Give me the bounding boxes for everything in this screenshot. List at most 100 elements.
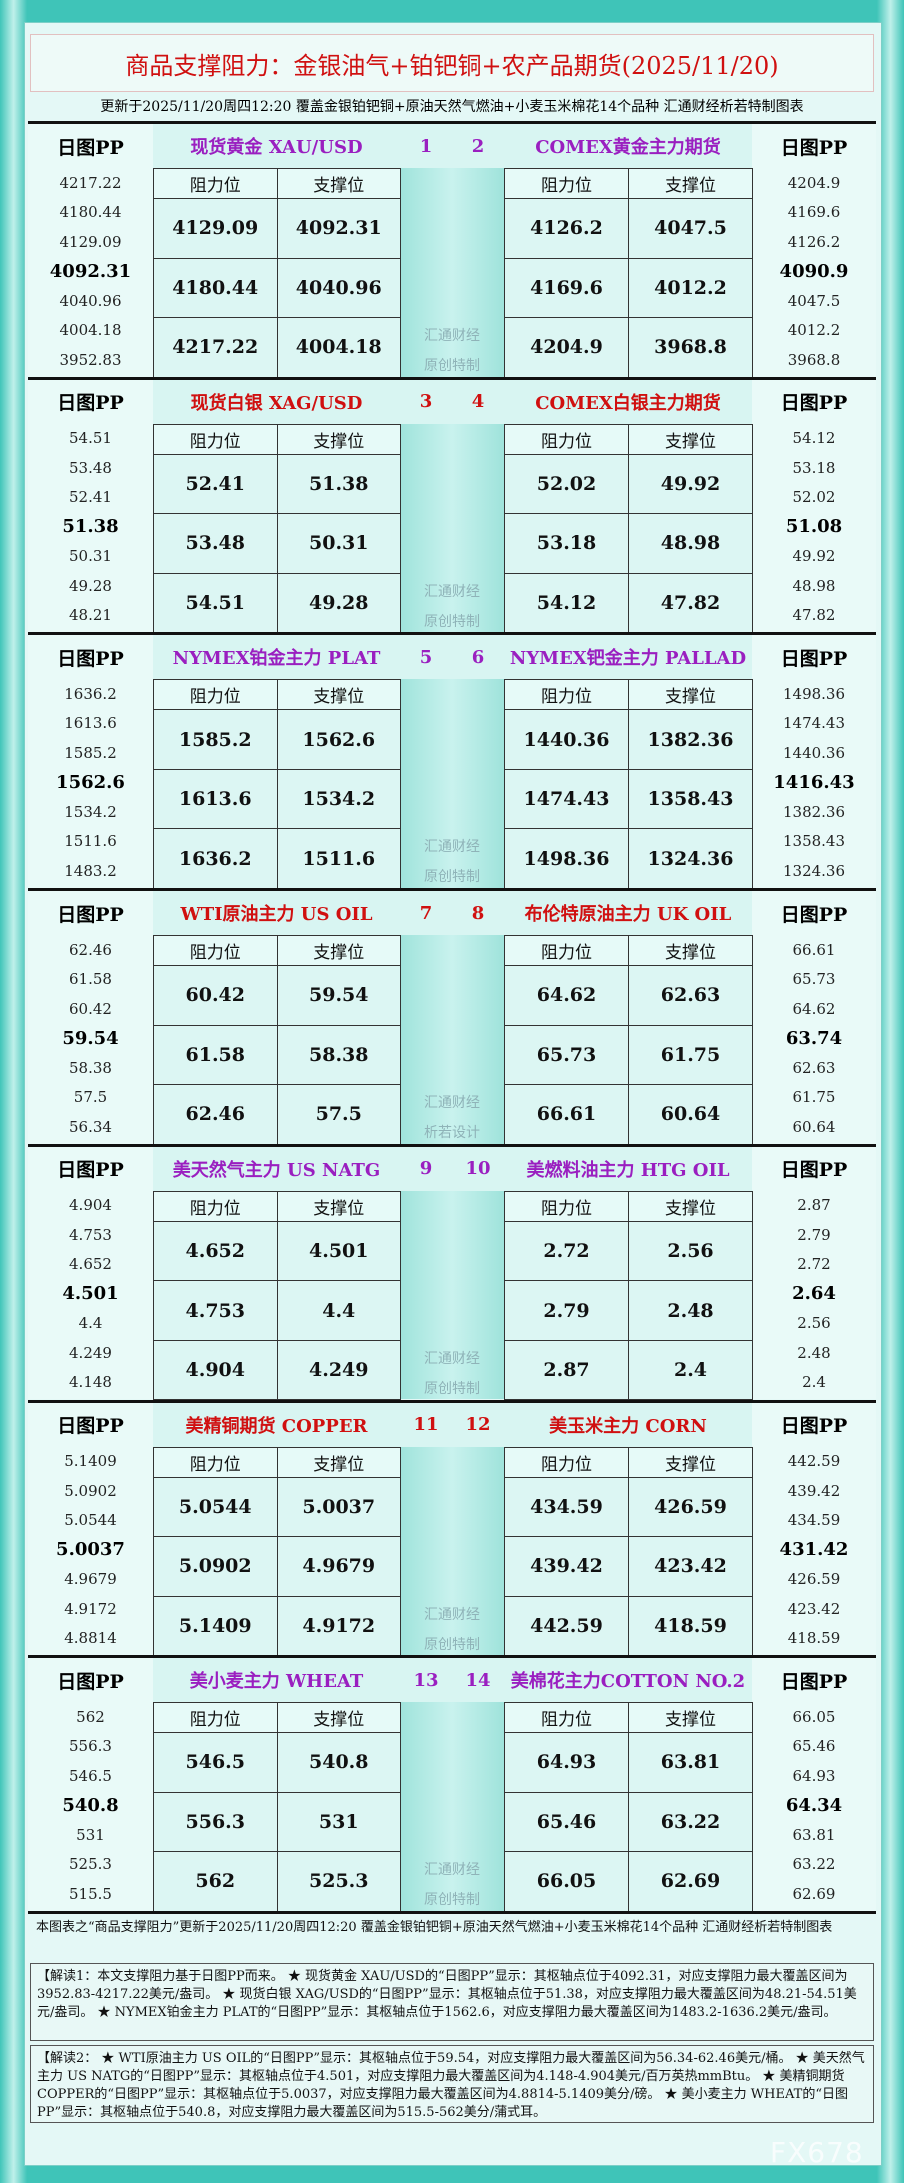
panel-number: 10 (465, 1158, 491, 1180)
panel: 1 2 汇通财经 原创特制 日图PP 4217.22 4180.44 4129.09 4092.… (28, 121, 876, 378)
pp-level: 4012.2 (787, 321, 841, 339)
table-cell: 4.753 (153, 1280, 278, 1341)
table-cell: 2.4 (628, 1339, 753, 1401)
pp-level: 1474.43 (782, 714, 846, 733)
table-cell: 49.92 (628, 453, 753, 515)
pp-level: 62.69 (792, 1884, 836, 1903)
table-header: 阻力位 (504, 1190, 629, 1222)
panel-number: 11 (413, 1414, 439, 1435)
pp-level: 4.501 (62, 1283, 119, 1305)
pp-column (28, 1402, 153, 1656)
pp-level: 1534.2 (64, 802, 117, 821)
pp-label: 日图PP (57, 1159, 124, 1182)
pp-level: 5.0902 (64, 1481, 117, 1500)
panel-number: 4 (471, 391, 485, 413)
pp-column (28, 1658, 153, 1911)
pp-level: 2.48 (797, 1343, 831, 1362)
pp-level: 1382.36 (782, 802, 846, 821)
pp-level: 2.56 (797, 1314, 831, 1333)
pp-level: 63.22 (792, 1855, 836, 1874)
table-header: 支撑位 (628, 1446, 753, 1478)
table-cell: 52.41 (153, 453, 278, 515)
table-cell: 54.12 (504, 572, 629, 634)
footer-note: 本图表之“商品支撑阻力”更新于2025/11/20周四12:20 覆盖金银铂钯铜… (36, 1919, 833, 1935)
pp-level: 4.904 (69, 1196, 112, 1215)
pp-level: 4040.96 (59, 291, 122, 310)
pp-level: 64.93 (792, 1766, 836, 1785)
table-header: 阻力位 (153, 1702, 278, 1734)
table-cell: 434.59 (504, 1476, 629, 1537)
pp-level: 60.42 (69, 999, 112, 1018)
instrument-name: 美玉米主力 CORN (549, 1415, 707, 1437)
pp-level: 431.42 (779, 1539, 849, 1560)
watermark: 原创特制 (424, 358, 480, 374)
pp-column (752, 1402, 876, 1656)
table-cell: 49.28 (276, 572, 401, 634)
pp-level: 4.148 (69, 1373, 112, 1392)
table-cell: 1498.36 (504, 828, 629, 889)
panel-number: 13 (413, 1669, 439, 1691)
table-cell: 1324.36 (628, 828, 753, 889)
table-header: 阻力位 (504, 1446, 629, 1478)
pp-level: 1440.36 (782, 743, 846, 762)
table-cell: 1382.36 (628, 709, 753, 770)
panel-number: 9 (419, 1158, 433, 1180)
pp-level: 52.02 (792, 488, 836, 507)
instrument-name: 现货黄金 XAU/USD (190, 137, 363, 158)
panel-number: 5 (419, 646, 433, 668)
table-header: 支撑位 (276, 935, 401, 967)
instrument-name: 现货白银 XAG/USD (190, 392, 363, 414)
pp-label: 日图PP (780, 136, 848, 159)
pp-column (28, 1146, 153, 1400)
table-cell: 2.72 (504, 1220, 629, 1282)
table-header: 支撑位 (276, 1190, 401, 1222)
watermark: 汇通财经 (424, 839, 480, 856)
pp-level: 50.31 (69, 547, 112, 566)
table-cell: 4.4 (276, 1280, 401, 1341)
table-cell: 2.87 (504, 1339, 629, 1401)
table-cell: 4.249 (276, 1339, 401, 1401)
table-cell: 58.38 (276, 1024, 401, 1086)
table-cell: 4180.44 (153, 257, 278, 318)
pp-level: 66.61 (792, 940, 836, 959)
panel: 11 12 汇通财经 原创特制 日图PP 5.1409 5.0902 5.0544 5.0037… (28, 1399, 876, 1656)
instrument-name: 美燃料油主力 HTG OIL (526, 1159, 730, 1181)
pp-level: 1358.43 (782, 832, 846, 851)
pp-level: 2.87 (797, 1196, 831, 1215)
table-cell: 53.18 (504, 513, 629, 574)
instrument-name: NYMEX钯金主力 PALLAD (509, 648, 747, 670)
table-cell: 4.9679 (276, 1536, 401, 1597)
table-cell: 66.05 (504, 1851, 629, 1912)
pp-level: 423.42 (787, 1599, 841, 1618)
middle-strip (400, 935, 504, 1144)
table-cell: 47.82 (628, 572, 753, 634)
pp-level: 540.8 (62, 1794, 119, 1816)
pp-level: 531 (76, 1825, 105, 1844)
table-header: 阻力位 (504, 168, 629, 199)
pp-label: 日图PP (57, 903, 124, 926)
table-cell: 5.0037 (276, 1476, 401, 1537)
table-header: 支撑位 (628, 168, 753, 199)
table-cell: 4129.09 (153, 198, 278, 259)
table-header: 阻力位 (504, 935, 629, 967)
pp-level: 3968.8 (787, 350, 841, 369)
pp-level: 4090.9 (779, 260, 849, 282)
table-header: 阻力位 (504, 679, 629, 711)
table-header: 支撑位 (276, 168, 401, 199)
pp-label: 日图PP (57, 1670, 124, 1693)
table-cell: 562 (153, 1851, 278, 1912)
table-cell: 4217.22 (153, 317, 278, 378)
pp-label: 日图PP (780, 1415, 848, 1437)
table-cell: 1585.2 (153, 709, 278, 770)
instrument-name: 美天然气主力 US NATG (172, 1159, 381, 1181)
panel: 3 4 汇通财经 原创特制 日图PP 54.51 53.48 52.41 51.38 50.31 4… (28, 376, 876, 634)
watermark-logo: FX678 (770, 2136, 864, 2169)
pp-column (28, 635, 153, 889)
pp-level: 53.48 (69, 458, 112, 477)
table-cell: 57.5 (276, 1084, 401, 1145)
pp-level: 61.75 (792, 1088, 836, 1107)
pp-level: 434.59 (787, 1511, 841, 1529)
table-cell: 4.904 (153, 1339, 278, 1401)
pp-level: 66.05 (792, 1707, 836, 1726)
instrument-name: 美棉花主力COTTON NO.2 (510, 1671, 746, 1693)
